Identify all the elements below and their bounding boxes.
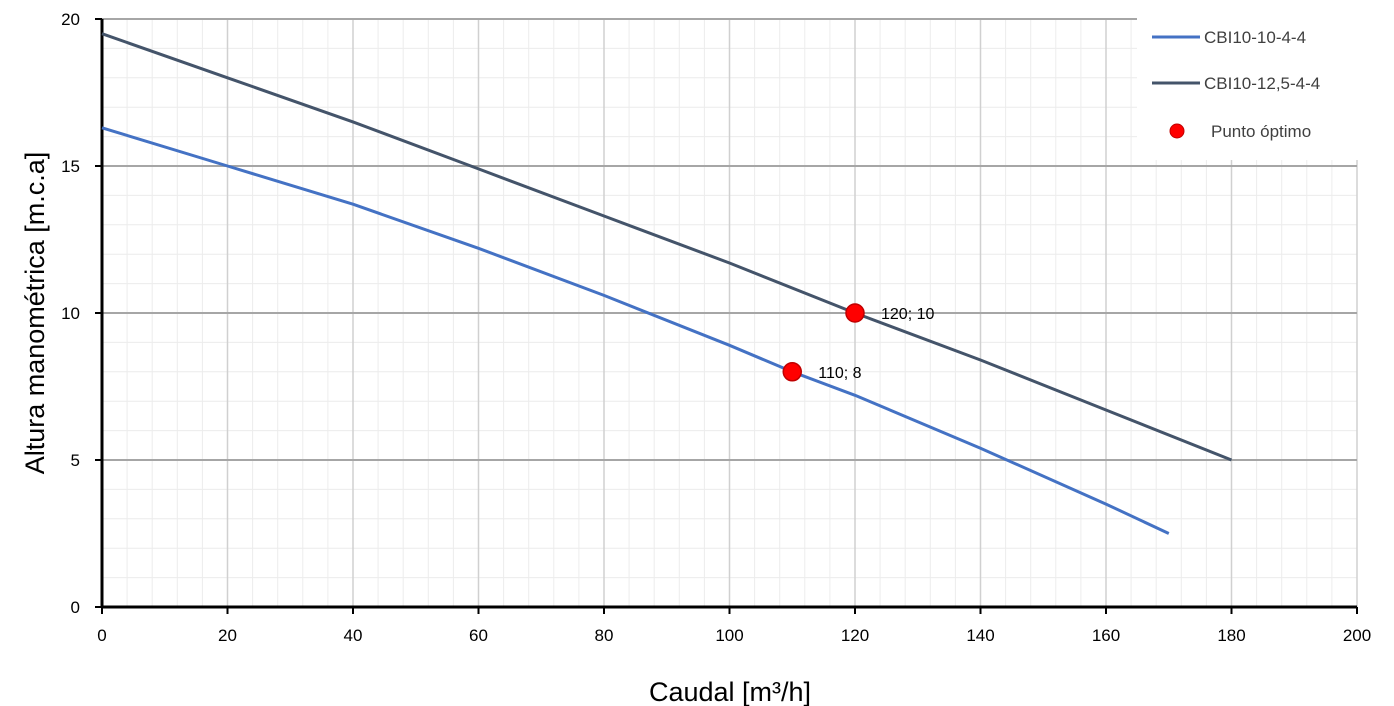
legend: CBI10-10-4-4 CBI10-12,5-4-4 Punto óptimo (1137, 10, 1365, 160)
series-line-1 (101, 126, 1170, 535)
legend-marker-3 (1169, 123, 1185, 139)
x-tick-label: 140 (966, 626, 994, 645)
x-tick-label: 40 (344, 626, 363, 645)
x-tick-label: 200 (1343, 626, 1371, 645)
y-tick-label: 15 (61, 157, 80, 176)
legend-label-2: CBI10-12,5-4-4 (1204, 74, 1320, 93)
optimal-point-marker (782, 362, 802, 382)
x-tick-label: 0 (97, 626, 106, 645)
optimal-points: 110; 8 120; 10 (782, 303, 934, 382)
x-tick-label: 80 (595, 626, 614, 645)
y-tick-label: 5 (71, 451, 80, 470)
legend-label-3: Punto óptimo (1211, 122, 1311, 141)
axes (95, 18, 1358, 614)
series-line-2 (101, 32, 1233, 462)
x-tick-label: 100 (715, 626, 743, 645)
series-lines (101, 32, 1233, 535)
legend-label-1: CBI10-10-4-4 (1204, 28, 1306, 47)
optimal-point-marker (845, 303, 865, 323)
x-tick-label: 180 (1217, 626, 1245, 645)
x-tick-label: 160 (1092, 626, 1120, 645)
optimal-point-label: 110; 8 (818, 365, 861, 382)
tick-labels: 0 20 40 60 80 100 120 140 160 180 200 0 5 10 15 20 (61, 10, 1371, 645)
y-tick-label: 20 (61, 10, 80, 29)
optimal-point-label: 120; 10 (881, 306, 934, 323)
x-axis-title: Caudal [m³/h] (649, 677, 811, 706)
y-tick-label: 0 (71, 598, 80, 617)
x-tick-label: 120 (841, 626, 869, 645)
y-axis-title: Altura manométrica [m.c.a] (20, 152, 50, 475)
x-tick-label: 60 (469, 626, 488, 645)
x-tick-label: 20 (218, 626, 237, 645)
y-tick-label: 10 (61, 304, 80, 323)
